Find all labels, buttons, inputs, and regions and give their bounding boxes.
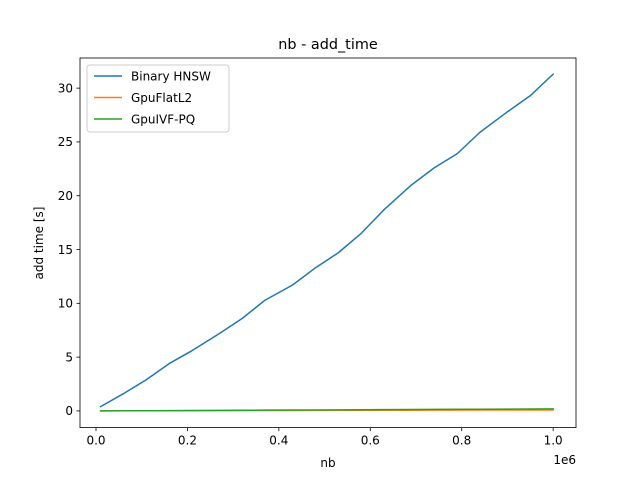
series-line-gpuivf-pq <box>99 408 554 412</box>
legend-label-binary-hnsw: Binary HNSW <box>131 69 211 83</box>
y-tick-label: 20 <box>58 189 73 203</box>
y-tick-label: 30 <box>58 81 73 95</box>
y-tick-label: 5 <box>65 350 73 364</box>
legend-label-gpuivf-pq: GpuIVF-PQ <box>131 112 195 126</box>
plot-frame <box>79 57 577 429</box>
y-axis-label: add time [s] <box>32 207 46 280</box>
x-tick-label: 1.0 <box>544 434 563 448</box>
series-layer <box>99 73 555 412</box>
legend-box <box>86 64 230 133</box>
y-tick-label: 25 <box>58 135 73 149</box>
legend-label-gpuflatl2: GpuFlatL2 <box>131 91 192 105</box>
y-tick-label: 10 <box>58 297 73 311</box>
x-axis-label: nb <box>320 456 335 470</box>
x-tick-label: 0.2 <box>178 434 197 448</box>
x-axis-offset-label: 1e6 <box>553 453 576 467</box>
legend: Binary HNSW GpuFlatL2 GpuIVF-PQ <box>86 64 230 133</box>
x-tick-label: 0.4 <box>269 434 288 448</box>
series-line-binary-hnsw <box>99 73 555 408</box>
y-tick-label: 15 <box>58 243 73 257</box>
x-tick-label: 0.6 <box>361 434 380 448</box>
y-tick-label: 0 <box>65 404 73 418</box>
x-tick-label: 0.8 <box>452 434 471 448</box>
x-axis: 0.0 0.2 0.4 0.6 0.8 1.0 <box>86 427 563 448</box>
x-tick-label: 0.0 <box>86 434 105 448</box>
chart-title: nb - add_time <box>278 37 378 53</box>
y-axis: 0 5 10 15 20 25 30 <box>58 81 80 418</box>
